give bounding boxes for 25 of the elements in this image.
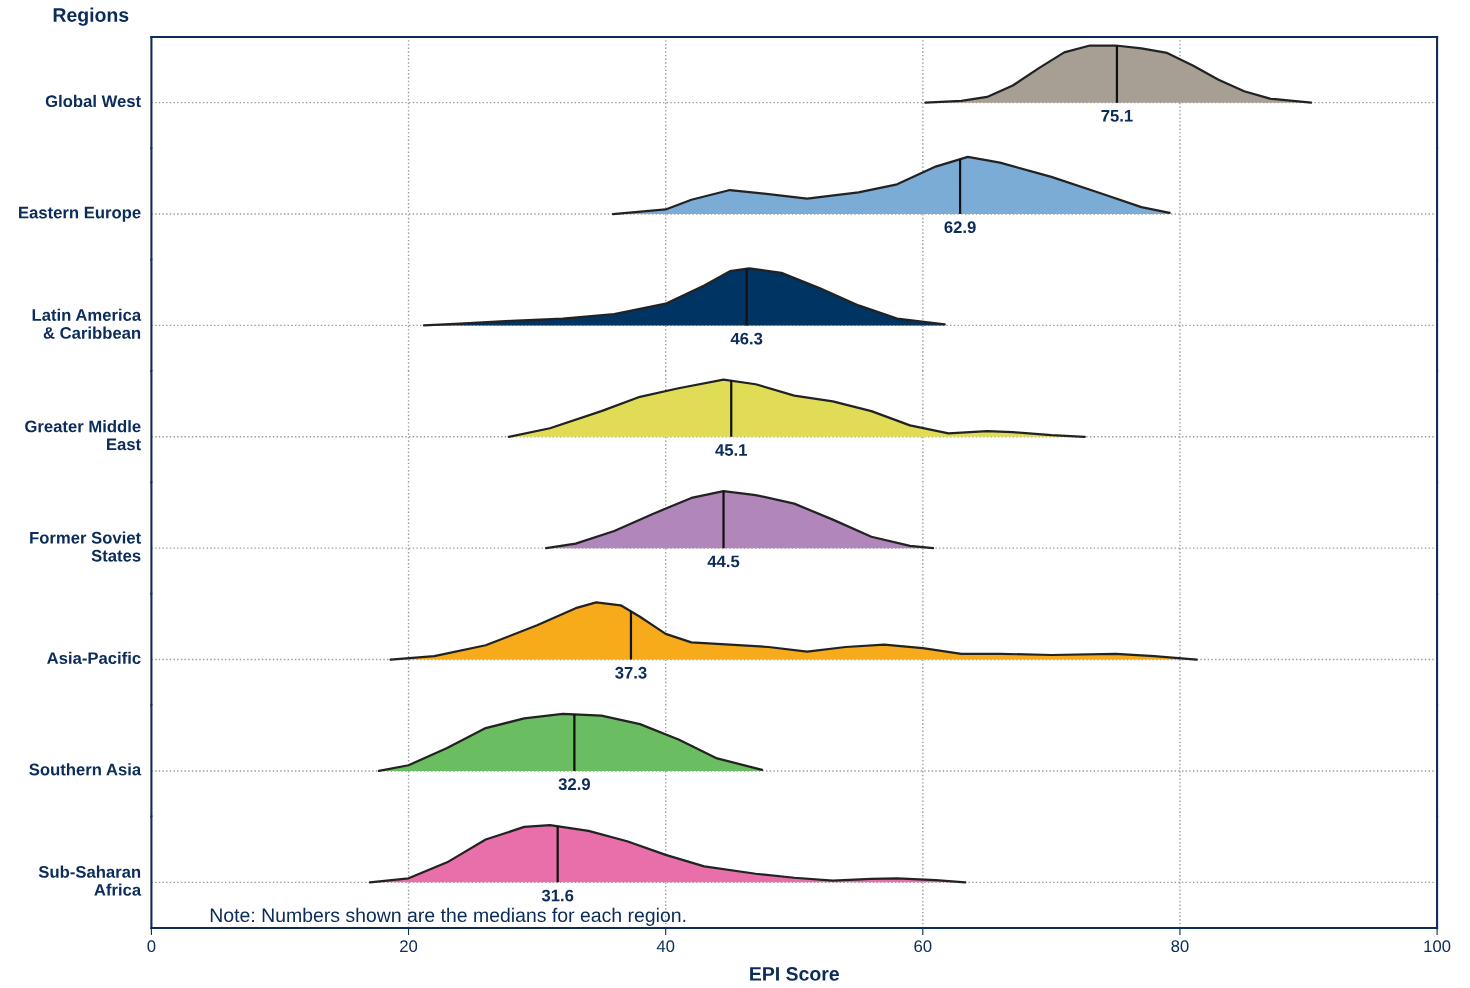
ref-line-label: 31.6 [541,889,574,902]
y-axis-title: Southern Asia [29,763,142,776]
x-tick-label: 20 [400,940,418,953]
ref-line-label: 37.3 [615,666,647,679]
ref-line-label: 45.1 [715,444,747,456]
y-axis-title: Global West [45,94,141,108]
x-tick-label: 0 [147,940,156,953]
y-axis-title: Sub-Saharan Africa [38,865,142,896]
chart-title: Regions [53,7,129,26]
ref-line-label: 44.5 [707,555,740,568]
y-axis-title: Greater Middle East [25,420,141,451]
x-tick-label: 80 [1171,940,1189,953]
y-axis-title: Eastern Europe [19,206,141,222]
y-axis-title: Latin America & Caribbean [32,308,142,339]
ref-line-label: 46.3 [730,332,763,345]
ref-line-label: 75.1 [1101,110,1133,122]
x-axis-title: EPI Score [750,966,839,981]
x-tick-label: 100 [1424,940,1451,953]
x-tick-label: 60 [914,940,932,953]
ref-line-label: 62.9 [944,221,976,234]
text: Note: Numbers shown are the medians for each region. [210,907,686,926]
y-axis-title: Asia-Pacific [47,651,141,665]
ref-line-label: 32.9 [558,778,590,791]
y-axis-title: Former Soviet States [30,531,141,562]
x-tick-label: 40 [656,940,675,953]
